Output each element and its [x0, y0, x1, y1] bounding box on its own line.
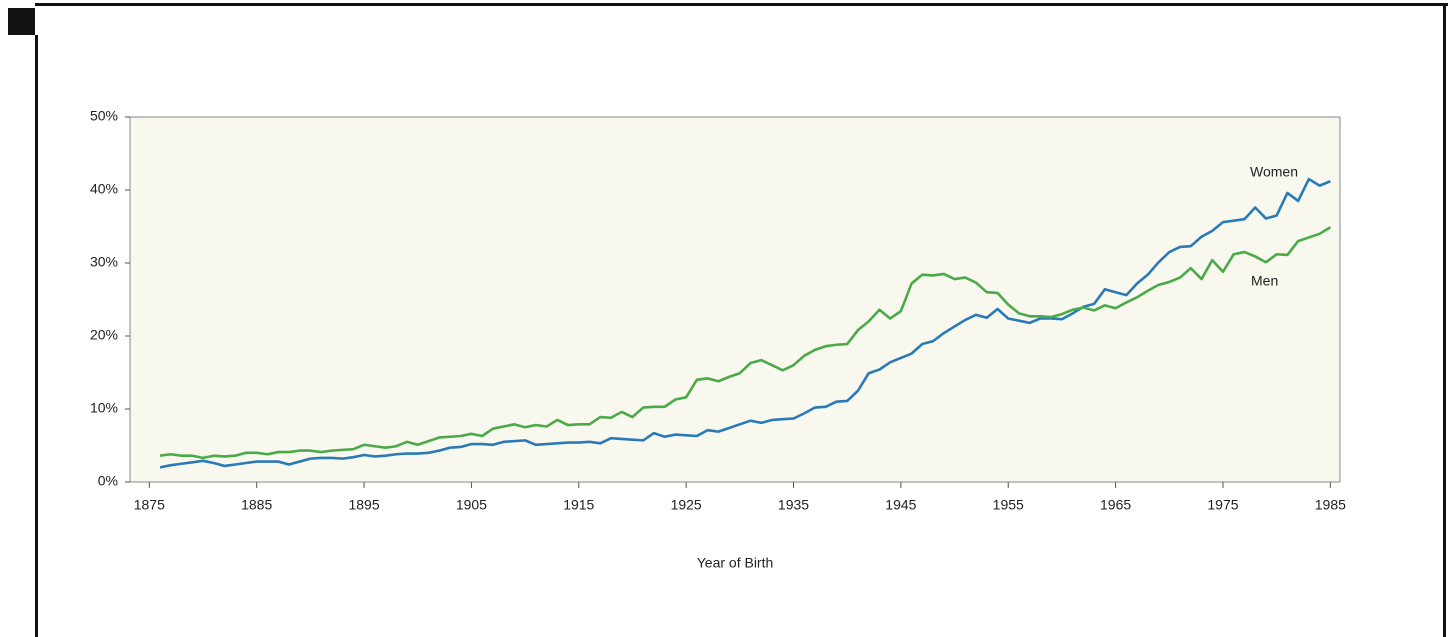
corner-block: [8, 8, 35, 35]
x-tick-label: 1955: [993, 497, 1024, 513]
x-tick-label: 1985: [1315, 497, 1346, 513]
x-tick-label: 1965: [1100, 497, 1131, 513]
data-line: [159, 177, 1331, 469]
x-tick-label: 1885: [241, 497, 272, 513]
x-tick-label: 1975: [1207, 497, 1238, 513]
y-tick-label: 30%: [90, 254, 118, 270]
plot-area: [129, 116, 1341, 483]
x-tick-label: 1925: [671, 497, 702, 513]
y-tick-label: 40%: [90, 181, 118, 197]
x-tick-label: 1935: [778, 497, 809, 513]
y-tick-label: 0%: [98, 473, 118, 489]
x-tick-label: 1905: [456, 497, 487, 513]
data-line: [159, 226, 1332, 460]
x-tick-label: 1875: [134, 497, 165, 513]
y-tick-label: 20%: [90, 327, 118, 343]
x-tick-label: 1895: [348, 497, 379, 513]
series-label: Men: [1251, 273, 1278, 289]
y-tick-label: 10%: [90, 400, 118, 416]
x-tick-label: 1945: [885, 497, 916, 513]
series-label: Women: [1250, 164, 1298, 180]
y-tick-label: 50%: [90, 108, 118, 124]
x-axis-label: Year of Birth: [697, 555, 774, 571]
x-tick-label: 1915: [563, 497, 594, 513]
